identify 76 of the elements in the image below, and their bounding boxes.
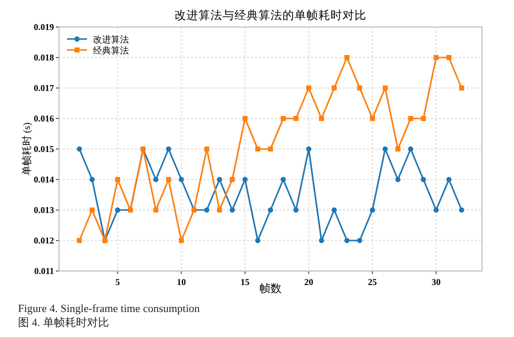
legend-label: 改进算法 bbox=[93, 34, 129, 44]
point bbox=[280, 176, 286, 182]
y-tick-label: 0.019 bbox=[34, 22, 54, 32]
y-tick-label: 0.017 bbox=[34, 83, 54, 93]
point bbox=[242, 116, 248, 121]
point bbox=[357, 86, 362, 90]
point bbox=[268, 207, 274, 213]
point bbox=[153, 208, 158, 212]
point bbox=[332, 86, 337, 90]
point bbox=[255, 146, 260, 152]
point bbox=[344, 238, 350, 244]
point bbox=[217, 208, 222, 212]
x-tick-label: 5 bbox=[115, 277, 120, 287]
point bbox=[446, 176, 452, 182]
y-tick-label: 0.018 bbox=[34, 52, 54, 62]
point bbox=[318, 116, 324, 121]
point bbox=[115, 207, 120, 213]
point bbox=[166, 146, 172, 152]
point bbox=[344, 55, 350, 60]
point bbox=[408, 146, 414, 152]
point bbox=[370, 116, 375, 121]
point bbox=[230, 177, 235, 182]
point bbox=[166, 177, 172, 182]
point bbox=[306, 86, 312, 90]
point bbox=[255, 238, 260, 244]
point bbox=[408, 116, 414, 121]
x-tick-label: 25 bbox=[368, 277, 378, 287]
y-tick-label: 0.014 bbox=[34, 174, 54, 184]
point bbox=[395, 176, 401, 182]
point bbox=[293, 207, 299, 213]
point bbox=[382, 86, 388, 90]
point bbox=[178, 176, 184, 182]
point bbox=[434, 55, 439, 60]
point bbox=[306, 146, 312, 152]
point bbox=[280, 116, 286, 121]
point bbox=[434, 207, 439, 213]
y-tick-label: 0.011 bbox=[34, 266, 54, 276]
y-tick-label: 0.012 bbox=[34, 236, 54, 246]
point bbox=[230, 207, 235, 213]
x-tick-label: 15 bbox=[240, 277, 250, 287]
point bbox=[357, 238, 362, 244]
caption: 图 4. 单帧耗时对比 bbox=[18, 316, 109, 329]
caption: Figure 4. Single-frame time consumption bbox=[18, 303, 200, 315]
point bbox=[332, 207, 337, 213]
point bbox=[446, 55, 452, 60]
point bbox=[293, 116, 298, 121]
point bbox=[459, 86, 464, 90]
point bbox=[268, 146, 273, 152]
point bbox=[318, 238, 324, 244]
point bbox=[216, 176, 222, 182]
point bbox=[420, 116, 426, 121]
point bbox=[76, 146, 82, 152]
y-tick-label: 0.013 bbox=[34, 205, 54, 215]
x-tick-label: 20 bbox=[304, 277, 314, 287]
point bbox=[178, 238, 184, 243]
point bbox=[370, 207, 376, 213]
y-tick-label: 0.016 bbox=[34, 114, 54, 124]
legend-label: 经典算法 bbox=[93, 46, 129, 56]
point bbox=[90, 176, 95, 182]
point bbox=[459, 207, 464, 213]
point bbox=[382, 146, 388, 152]
x-tick-label: 30 bbox=[432, 277, 442, 287]
point bbox=[242, 176, 248, 182]
y-axis-title: 单帧耗时 (s) bbox=[21, 122, 33, 176]
chart-title: 改进算法与经典算法的单帧耗时对比 bbox=[174, 9, 366, 22]
y-tick-label: 0.015 bbox=[34, 144, 54, 154]
point bbox=[204, 146, 210, 152]
point bbox=[153, 176, 158, 182]
point bbox=[395, 146, 400, 152]
point bbox=[204, 207, 210, 213]
x-tick-label: 10 bbox=[176, 277, 186, 287]
x-axis-title: 帧数 bbox=[260, 282, 282, 295]
point bbox=[420, 176, 426, 182]
point bbox=[76, 238, 82, 243]
point bbox=[115, 177, 120, 182]
point bbox=[90, 208, 95, 212]
